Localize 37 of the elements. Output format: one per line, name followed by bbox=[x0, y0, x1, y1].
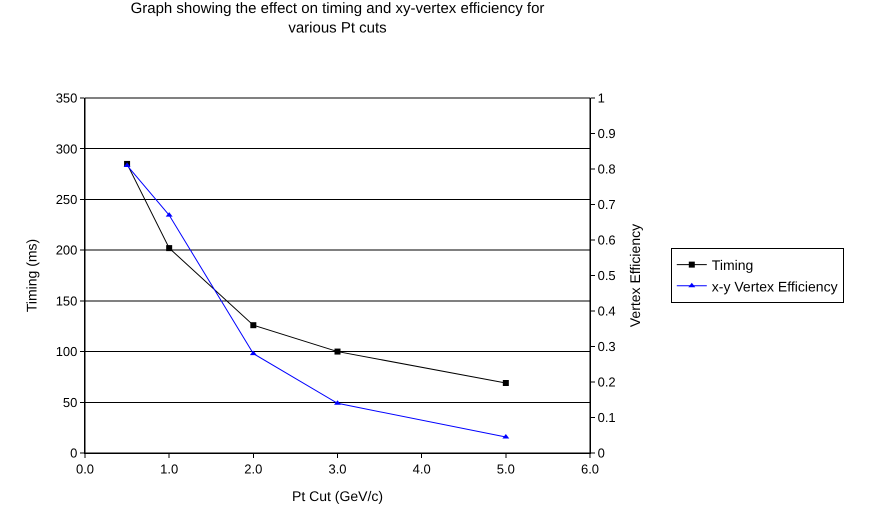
y2-tick-label: 0.1 bbox=[598, 410, 616, 426]
point bbox=[250, 322, 256, 328]
point bbox=[166, 245, 172, 252]
legend-label: x-y Vertex Efficiency bbox=[712, 278, 838, 294]
y2-tick-label: 0 bbox=[598, 446, 605, 461]
y-tick-label: 350 bbox=[56, 90, 78, 106]
y-tick-label: 50 bbox=[62, 394, 78, 410]
y2-axis-title: Vertex Efficiency bbox=[626, 224, 643, 328]
x-axis-title: Pt Cut (GeV/c) bbox=[292, 488, 384, 504]
y2-tick-label: 0.8 bbox=[598, 162, 616, 177]
x-tick-label: 2.0 bbox=[244, 462, 262, 477]
point bbox=[334, 400, 341, 405]
y2-tick-label: 0.7 bbox=[598, 197, 616, 212]
legend-label: Timing bbox=[712, 257, 754, 274]
x-tick-label: 6.0 bbox=[580, 462, 600, 477]
y-tick-label: 0 bbox=[70, 446, 78, 461]
x-tick-label: 4.0 bbox=[412, 462, 431, 477]
y2-tick-label: 0.5 bbox=[598, 268, 616, 284]
y2-tick-label: 0.4 bbox=[598, 304, 616, 319]
chart-title: Graph showing the effect on timing and xy-vertex efficiency for various Pt cuts bbox=[130, 0, 544, 37]
x-tick-label: 3.0 bbox=[328, 462, 347, 477]
y2-tick-label: 1 bbox=[598, 90, 605, 106]
y-tick-label: 100 bbox=[56, 344, 78, 360]
y2-tick-label: 0.2 bbox=[598, 374, 616, 390]
x-tick-label: 5.0 bbox=[496, 462, 515, 477]
x-tick-label: 1.0 bbox=[160, 462, 178, 477]
y-tick-label: 250 bbox=[56, 192, 78, 207]
point bbox=[334, 348, 340, 355]
y-tick-label: 150 bbox=[56, 293, 78, 308]
y2-tick-label: 0.3 bbox=[598, 339, 616, 354]
x-tick-label: 0.0 bbox=[76, 462, 94, 477]
y2-tick-label: 0.6 bbox=[598, 232, 616, 248]
y2-tick-label: 0.9 bbox=[598, 126, 616, 142]
y-axis-title: Timing (ms) bbox=[23, 238, 40, 312]
y-tick-label: 200 bbox=[56, 242, 78, 258]
point bbox=[502, 380, 509, 386]
y-tick-label: 300 bbox=[56, 141, 78, 156]
